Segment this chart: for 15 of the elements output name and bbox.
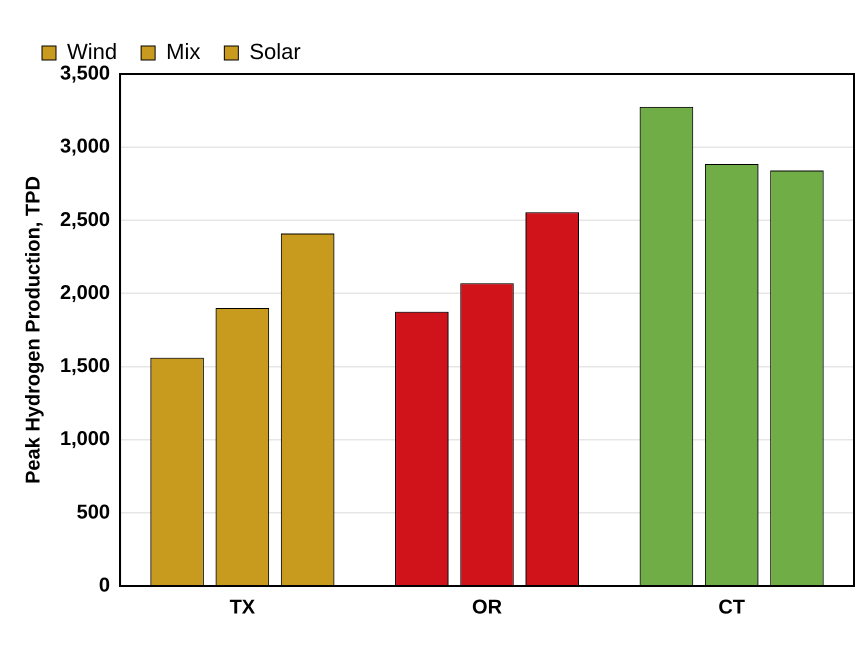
y-axis-title: Peak Hydrogen Production, TPD	[22, 176, 45, 484]
y-tick-label: 1,000	[60, 428, 110, 450]
y-tick-label: 3,000	[60, 136, 110, 158]
legend-label: Mix	[166, 39, 200, 64]
y-tick-label: 3,500	[60, 62, 110, 85]
legend-label: Wind	[67, 39, 118, 64]
x-tick-label: OR	[472, 596, 503, 619]
y-tick-label: 2,000	[60, 282, 110, 304]
x-tick-label: TX	[230, 596, 256, 619]
legend-label: Solar	[249, 39, 301, 64]
x-tick-label: CT	[718, 596, 746, 619]
y-tick-label: 1,500	[60, 355, 110, 378]
y-tick-label: 500	[76, 501, 110, 524]
y-tick-label: 0	[98, 574, 110, 597]
y-tick-label: 2,500	[60, 208, 110, 231]
